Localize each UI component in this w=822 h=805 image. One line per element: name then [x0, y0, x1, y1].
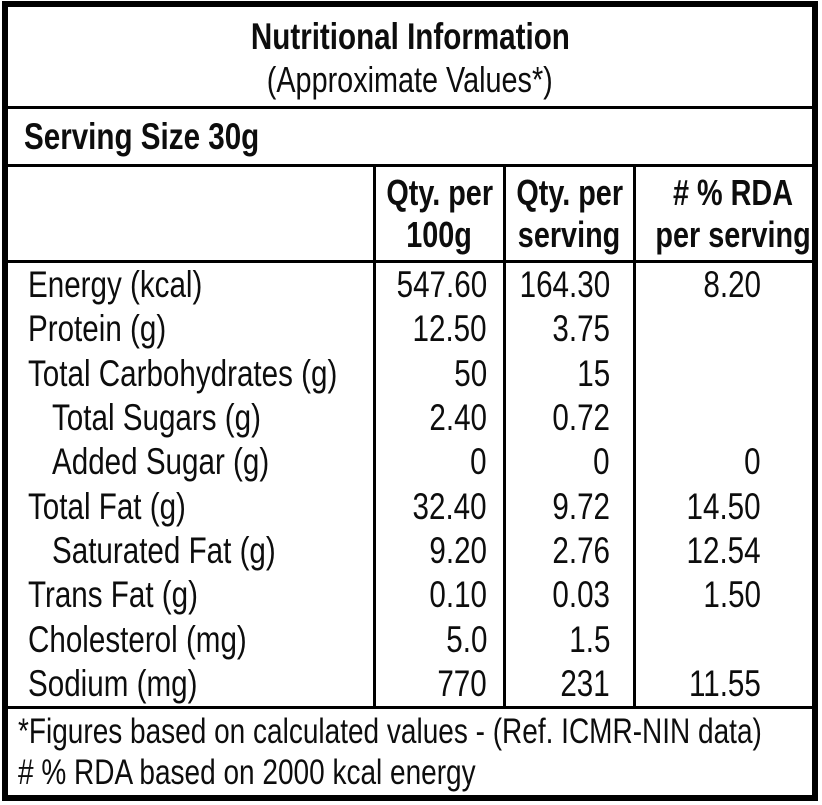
table-row-total-fat: Total Fat (g) 32.40 9.72 14.50 [8, 484, 812, 529]
rda-per-serving-value [633, 351, 812, 396]
label-title: Nutritional Information [211, 15, 610, 59]
qty-per-100g-value: 9.20 [373, 528, 503, 574]
rda-per-serving-value [633, 307, 812, 352]
qty-per-100g-value: 5.0 [373, 617, 503, 662]
qty-per-serving-value: 164.30 [503, 263, 633, 308]
divider-below-header [8, 260, 812, 263]
label-title-text: Nutritional Information [250, 15, 570, 57]
qty-per-100g-value: 0.10 [373, 573, 503, 618]
qty-per-serving-value: 0 [503, 440, 633, 485]
serving-size-section: Serving Size 30g [8, 109, 812, 164]
rda-per-serving-value [633, 395, 812, 441]
nutrient-table-body: Energy (kcal) 547.60 164.30 8.20 Protein… [8, 263, 812, 706]
divider-below-title [8, 106, 812, 109]
header-blank-cell [8, 167, 373, 260]
rda-per-serving-value: 0 [633, 440, 812, 485]
qty-per-serving-value: 0.72 [503, 395, 633, 441]
qty-per-100g-value: 32.40 [373, 484, 503, 529]
qty-per-serving-value: 3.75 [503, 307, 633, 352]
qty-per-100g-value: 2.40 [373, 395, 503, 441]
qty-per-serving-value: 15 [503, 351, 633, 396]
nutrient-name: Added Sugar (g) [52, 441, 270, 483]
table-row-added-sugar: Added Sugar (g) 0 0 0 [8, 440, 812, 485]
label-subtitle-text: (Approximate Values*) [267, 58, 553, 100]
nutrient-name: Saturated Fat (g) [52, 529, 276, 571]
table-row-trans-fat: Trans Fat (g) 0.10 0.03 1.50 [8, 573, 812, 618]
rda-per-serving-value: 14.50 [633, 484, 812, 529]
qty-per-serving-value: 1.5 [503, 617, 633, 662]
qty-per-100g-value: 50 [373, 351, 503, 396]
footnote-rda: # % RDA based on 2000 kcal energy [18, 753, 476, 792]
qty-per-serving-value: 0.03 [503, 573, 633, 618]
nutrient-name: Sodium (mg) [28, 662, 198, 704]
qty-per-serving-value: 9.72 [503, 484, 633, 529]
qty-per-serving-value: 231 [503, 661, 633, 706]
table-row-protein: Protein (g) 12.50 3.75 [8, 307, 812, 352]
rda-per-serving-value: 12.54 [633, 528, 812, 574]
qty-per-100g-value: 12.50 [373, 307, 503, 352]
nutrient-name: Trans Fat (g) [28, 574, 198, 616]
nutrient-name: Total Carbohydrates (g) [28, 352, 338, 394]
label-subtitle: (Approximate Values*) [231, 59, 589, 101]
table-row-cholesterol: Cholesterol (mg) 5.0 1.5 [8, 617, 812, 662]
nutrient-name: Energy (kcal) [28, 264, 203, 306]
nutrient-name: Protein (g) [28, 308, 167, 350]
table-row-total-carbohydrates: Total Carbohydrates (g) 50 15 [8, 351, 812, 396]
table-row-saturated-fat: Saturated Fat (g) 9.20 2.76 12.54 [8, 528, 812, 574]
table-row-sodium: Sodium (mg) 770 231 11.55 [8, 661, 812, 706]
qty-per-serving-value: 2.76 [503, 528, 633, 574]
divider-above-footnotes [8, 706, 812, 709]
table-header-row: Qty. per 100g Qty. per serving # % RDA p… [8, 167, 812, 260]
nutrient-name: Total Sugars (g) [52, 397, 261, 439]
rda-per-serving-value: 11.55 [633, 661, 812, 706]
header-rda-per-serving: # % RDA per serving [633, 167, 822, 260]
qty-per-100g-value: 0 [373, 440, 503, 485]
footnotes-section: *Figures based on calculated values - (R… [8, 709, 812, 795]
nutrient-name: Total Fat (g) [28, 485, 186, 527]
qty-per-100g-value: 770 [373, 661, 503, 706]
rda-per-serving-value: 8.20 [633, 263, 812, 308]
title-section: Nutritional Information (Approximate Val… [8, 7, 812, 106]
divider-below-serving [8, 164, 812, 167]
rda-per-serving-value [633, 617, 812, 662]
header-qty-per-100g: Qty. per 100g [373, 167, 503, 260]
table-row-total-sugars: Total Sugars (g) 2.40 0.72 [8, 395, 812, 441]
nutrient-name: Cholesterol (mg) [28, 618, 247, 660]
table-row-energy: Energy (kcal) 547.60 164.30 8.20 [8, 263, 812, 308]
qty-per-100g-value: 547.60 [373, 263, 503, 308]
rda-per-serving-value: 1.50 [633, 573, 812, 618]
serving-size-text: Serving Size 30g [24, 115, 260, 157]
footnote-figures: *Figures based on calculated values - (R… [18, 712, 762, 751]
header-qty-per-serving: Qty. per serving [503, 167, 633, 260]
